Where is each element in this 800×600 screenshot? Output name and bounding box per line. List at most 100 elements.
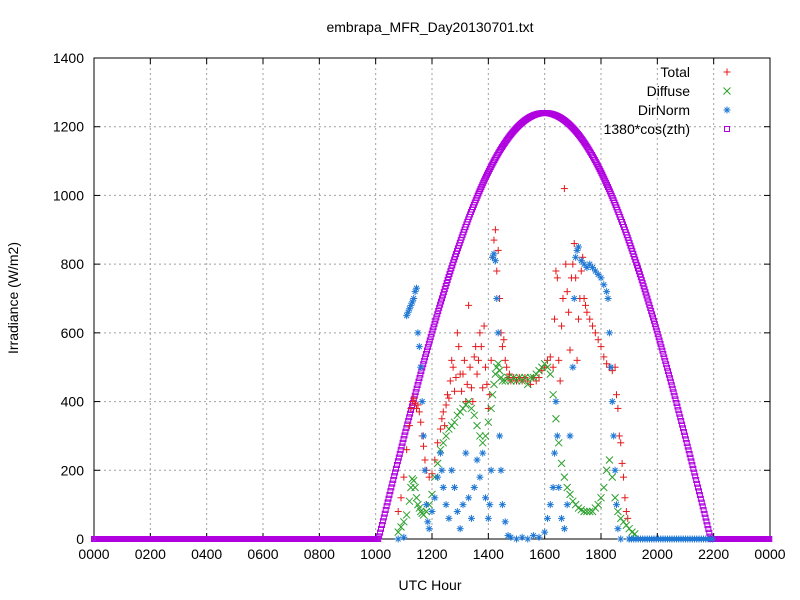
data-point-model [699, 503, 706, 510]
data-point [552, 267, 560, 275]
data-point [518, 533, 526, 541]
data-point [490, 380, 498, 389]
y-axis-label: Irradiance (W/m2) [5, 242, 21, 354]
data-point [604, 295, 612, 302]
y-tick-label: 200 [61, 462, 85, 478]
series-dirnorm [394, 243, 633, 543]
data-point [476, 329, 484, 337]
data-point-model [704, 522, 711, 529]
data-point [456, 525, 464, 533]
data-point-model [393, 461, 400, 468]
data-point [494, 329, 502, 337]
data-point [569, 363, 577, 371]
data-point [470, 353, 478, 361]
data-point [620, 473, 628, 481]
data-point [487, 466, 495, 474]
data-point [507, 533, 515, 541]
data-point [486, 501, 494, 509]
data-point-model [438, 298, 445, 305]
data-point-model [484, 169, 491, 176]
x-tick-label: 1600 [529, 546, 560, 562]
data-point-model [423, 350, 430, 357]
data-point [553, 274, 561, 282]
data-point [473, 370, 481, 378]
data-point-model [440, 289, 447, 296]
data-point [436, 449, 444, 457]
data-point [462, 449, 470, 457]
legend-marker [723, 87, 731, 95]
data-point [449, 363, 457, 371]
data-point-model [682, 436, 689, 443]
data-point [709, 535, 717, 543]
data-point-model [680, 428, 687, 435]
data-point-model [425, 340, 432, 347]
data-point [442, 501, 450, 509]
data-point [417, 363, 425, 371]
data-point-model [640, 283, 647, 290]
data-point-model [414, 382, 421, 389]
data-point [484, 418, 493, 427]
data-point-model [483, 173, 490, 180]
x-tick-label: 1000 [360, 546, 391, 562]
data-point [473, 421, 481, 430]
data-point-model [381, 510, 388, 517]
series-model [91, 109, 773, 542]
data-point-model [418, 368, 425, 375]
data-point [560, 185, 568, 193]
data-point-model [702, 514, 709, 521]
data-point-model [675, 407, 682, 414]
data-point [594, 336, 602, 344]
data-point [501, 356, 509, 364]
data-point-model [650, 317, 657, 324]
data-point [464, 397, 473, 406]
data-point-model [681, 432, 688, 439]
data-point [460, 356, 468, 364]
data-point [451, 387, 459, 395]
data-point [488, 390, 497, 399]
legend-marker [723, 68, 731, 76]
data-point [563, 288, 571, 296]
data-point [553, 432, 561, 440]
data-point [438, 415, 446, 423]
data-point-model [690, 465, 697, 472]
data-point [400, 473, 408, 481]
data-point [500, 336, 508, 344]
data-point [504, 532, 512, 540]
data-point [487, 404, 496, 413]
data-point [526, 373, 535, 382]
data-point [490, 236, 498, 244]
data-point-model [423, 347, 430, 354]
data-point-model [701, 510, 708, 517]
data-point [493, 295, 501, 302]
data-point [490, 250, 498, 258]
data-point-model [432, 317, 439, 324]
data-point [443, 391, 451, 399]
data-point [476, 473, 484, 481]
data-point-model [394, 458, 401, 465]
data-point [566, 490, 574, 499]
data-point [573, 356, 581, 364]
x-tick-label: 0200 [135, 546, 166, 562]
data-point-model [412, 389, 419, 396]
data-point [630, 529, 639, 538]
data-point-model [674, 403, 681, 410]
data-point-model [598, 169, 605, 176]
data-point [551, 315, 559, 323]
data-point [476, 432, 484, 440]
data-point [479, 384, 487, 392]
data-point-model [413, 385, 420, 392]
data-point [425, 525, 433, 533]
data-point [445, 394, 453, 402]
x-axis-label: UTC Hour [398, 577, 461, 593]
data-point-model [667, 378, 674, 385]
data-point-model [683, 439, 690, 446]
data-point [498, 377, 507, 385]
data-point [448, 356, 456, 364]
data-point [481, 432, 490, 440]
data-point-model [382, 506, 389, 513]
data-point-model [390, 476, 397, 483]
data-point-model [646, 301, 653, 308]
data-point [487, 356, 495, 364]
data-point [572, 274, 580, 282]
data-point-model [659, 347, 666, 354]
